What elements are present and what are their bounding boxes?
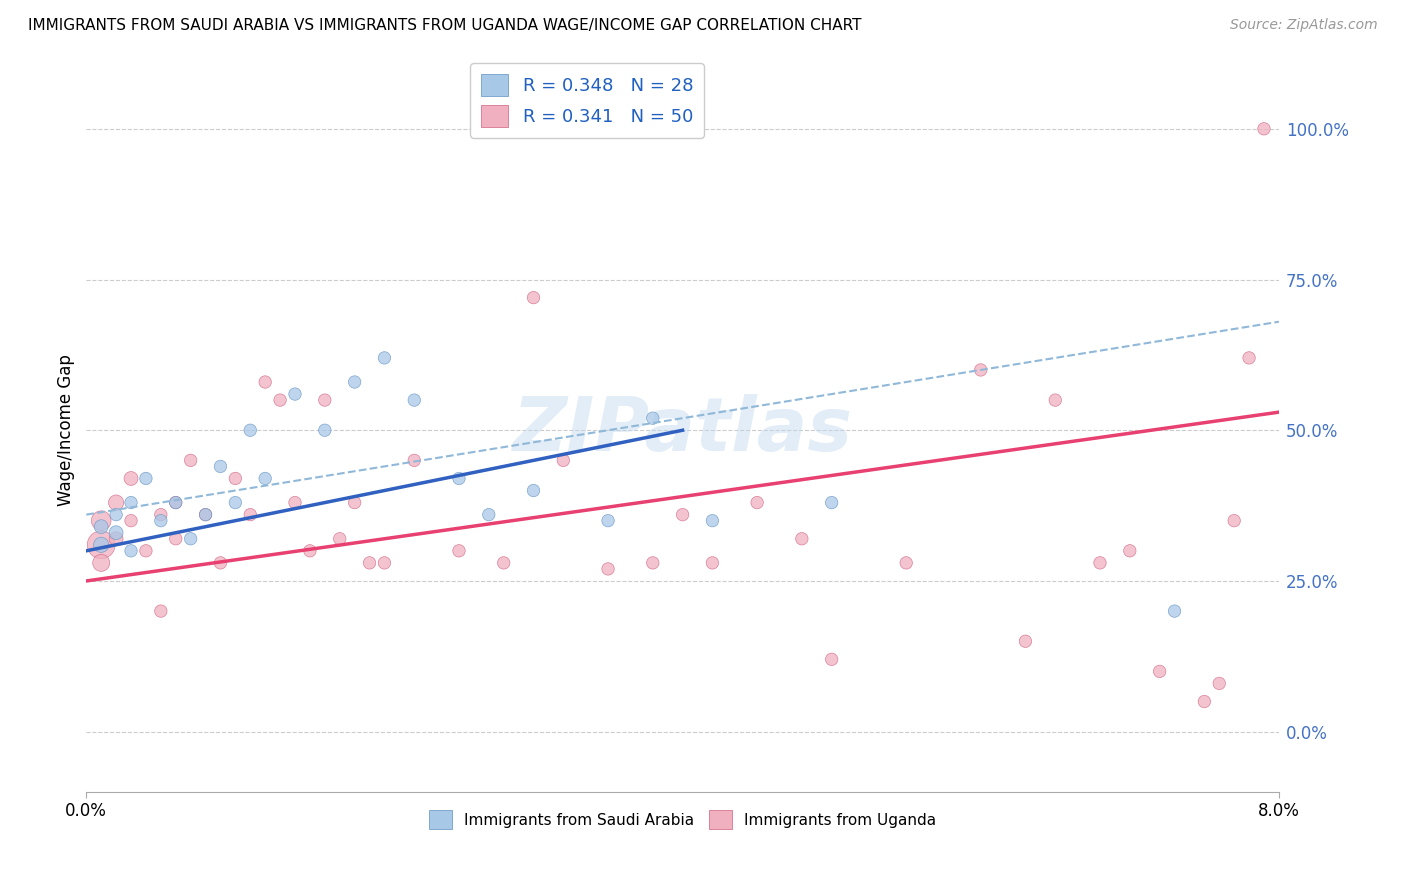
Point [105, 495, 128, 509]
Point [135, 544, 157, 558]
Point [553, 453, 575, 467]
Point [120, 544, 142, 558]
Point [373, 556, 395, 570]
Point [745, 495, 768, 509]
Point [149, 508, 172, 522]
Point [478, 508, 501, 522]
Point [314, 423, 336, 437]
Y-axis label: Wage/Income Gap: Wage/Income Gap [58, 354, 75, 506]
Point [284, 387, 307, 401]
Point [1194, 694, 1216, 708]
Point [359, 556, 381, 570]
Point [821, 495, 844, 509]
Point [180, 453, 202, 467]
Point [254, 375, 277, 389]
Point [522, 483, 544, 498]
Point [641, 556, 664, 570]
Point [1119, 544, 1142, 558]
Point [209, 556, 232, 570]
Point [149, 514, 172, 528]
Point [671, 508, 693, 522]
Text: ZIPatlas: ZIPatlas [513, 393, 852, 467]
Point [90, 556, 112, 570]
Point [492, 556, 515, 570]
Point [105, 532, 128, 546]
Point [165, 532, 187, 546]
Point [180, 532, 202, 546]
Point [1237, 351, 1260, 365]
Point [1088, 556, 1111, 570]
Point [329, 532, 352, 546]
Point [224, 495, 246, 509]
Text: Source: ZipAtlas.com: Source: ZipAtlas.com [1230, 18, 1378, 32]
Point [596, 514, 619, 528]
Point [343, 495, 366, 509]
Point [522, 291, 544, 305]
Point [641, 411, 664, 425]
Point [702, 556, 724, 570]
Point [239, 423, 262, 437]
Point [1014, 634, 1036, 648]
Point [896, 556, 918, 570]
Point [120, 495, 142, 509]
Point [135, 471, 157, 485]
Point [90, 519, 112, 533]
Point [790, 532, 813, 546]
Point [284, 495, 307, 509]
Point [702, 514, 724, 528]
Point [314, 393, 336, 408]
Point [1223, 514, 1246, 528]
Point [404, 393, 426, 408]
Point [1208, 676, 1230, 690]
Point [90, 514, 112, 528]
Point [821, 652, 844, 666]
Point [90, 538, 112, 552]
Point [373, 351, 395, 365]
Point [1045, 393, 1067, 408]
Point [120, 514, 142, 528]
Point [149, 604, 172, 618]
Point [596, 562, 619, 576]
Point [269, 393, 291, 408]
Point [105, 525, 128, 540]
Point [194, 508, 217, 522]
Point [194, 508, 217, 522]
Legend: Immigrants from Saudi Arabia, Immigrants from Uganda: Immigrants from Saudi Arabia, Immigrants… [423, 804, 942, 835]
Point [224, 471, 246, 485]
Point [1149, 665, 1171, 679]
Point [239, 508, 262, 522]
Point [90, 538, 112, 552]
Point [970, 363, 993, 377]
Point [165, 495, 187, 509]
Point [447, 544, 470, 558]
Point [447, 471, 470, 485]
Point [254, 471, 277, 485]
Point [105, 508, 128, 522]
Text: IMMIGRANTS FROM SAUDI ARABIA VS IMMIGRANTS FROM UGANDA WAGE/INCOME GAP CORRELATI: IMMIGRANTS FROM SAUDI ARABIA VS IMMIGRAN… [28, 18, 862, 33]
Point [209, 459, 232, 474]
Point [298, 544, 321, 558]
Point [120, 471, 142, 485]
Point [404, 453, 426, 467]
Point [165, 495, 187, 509]
Point [1163, 604, 1185, 618]
Point [1253, 121, 1275, 136]
Point [343, 375, 366, 389]
